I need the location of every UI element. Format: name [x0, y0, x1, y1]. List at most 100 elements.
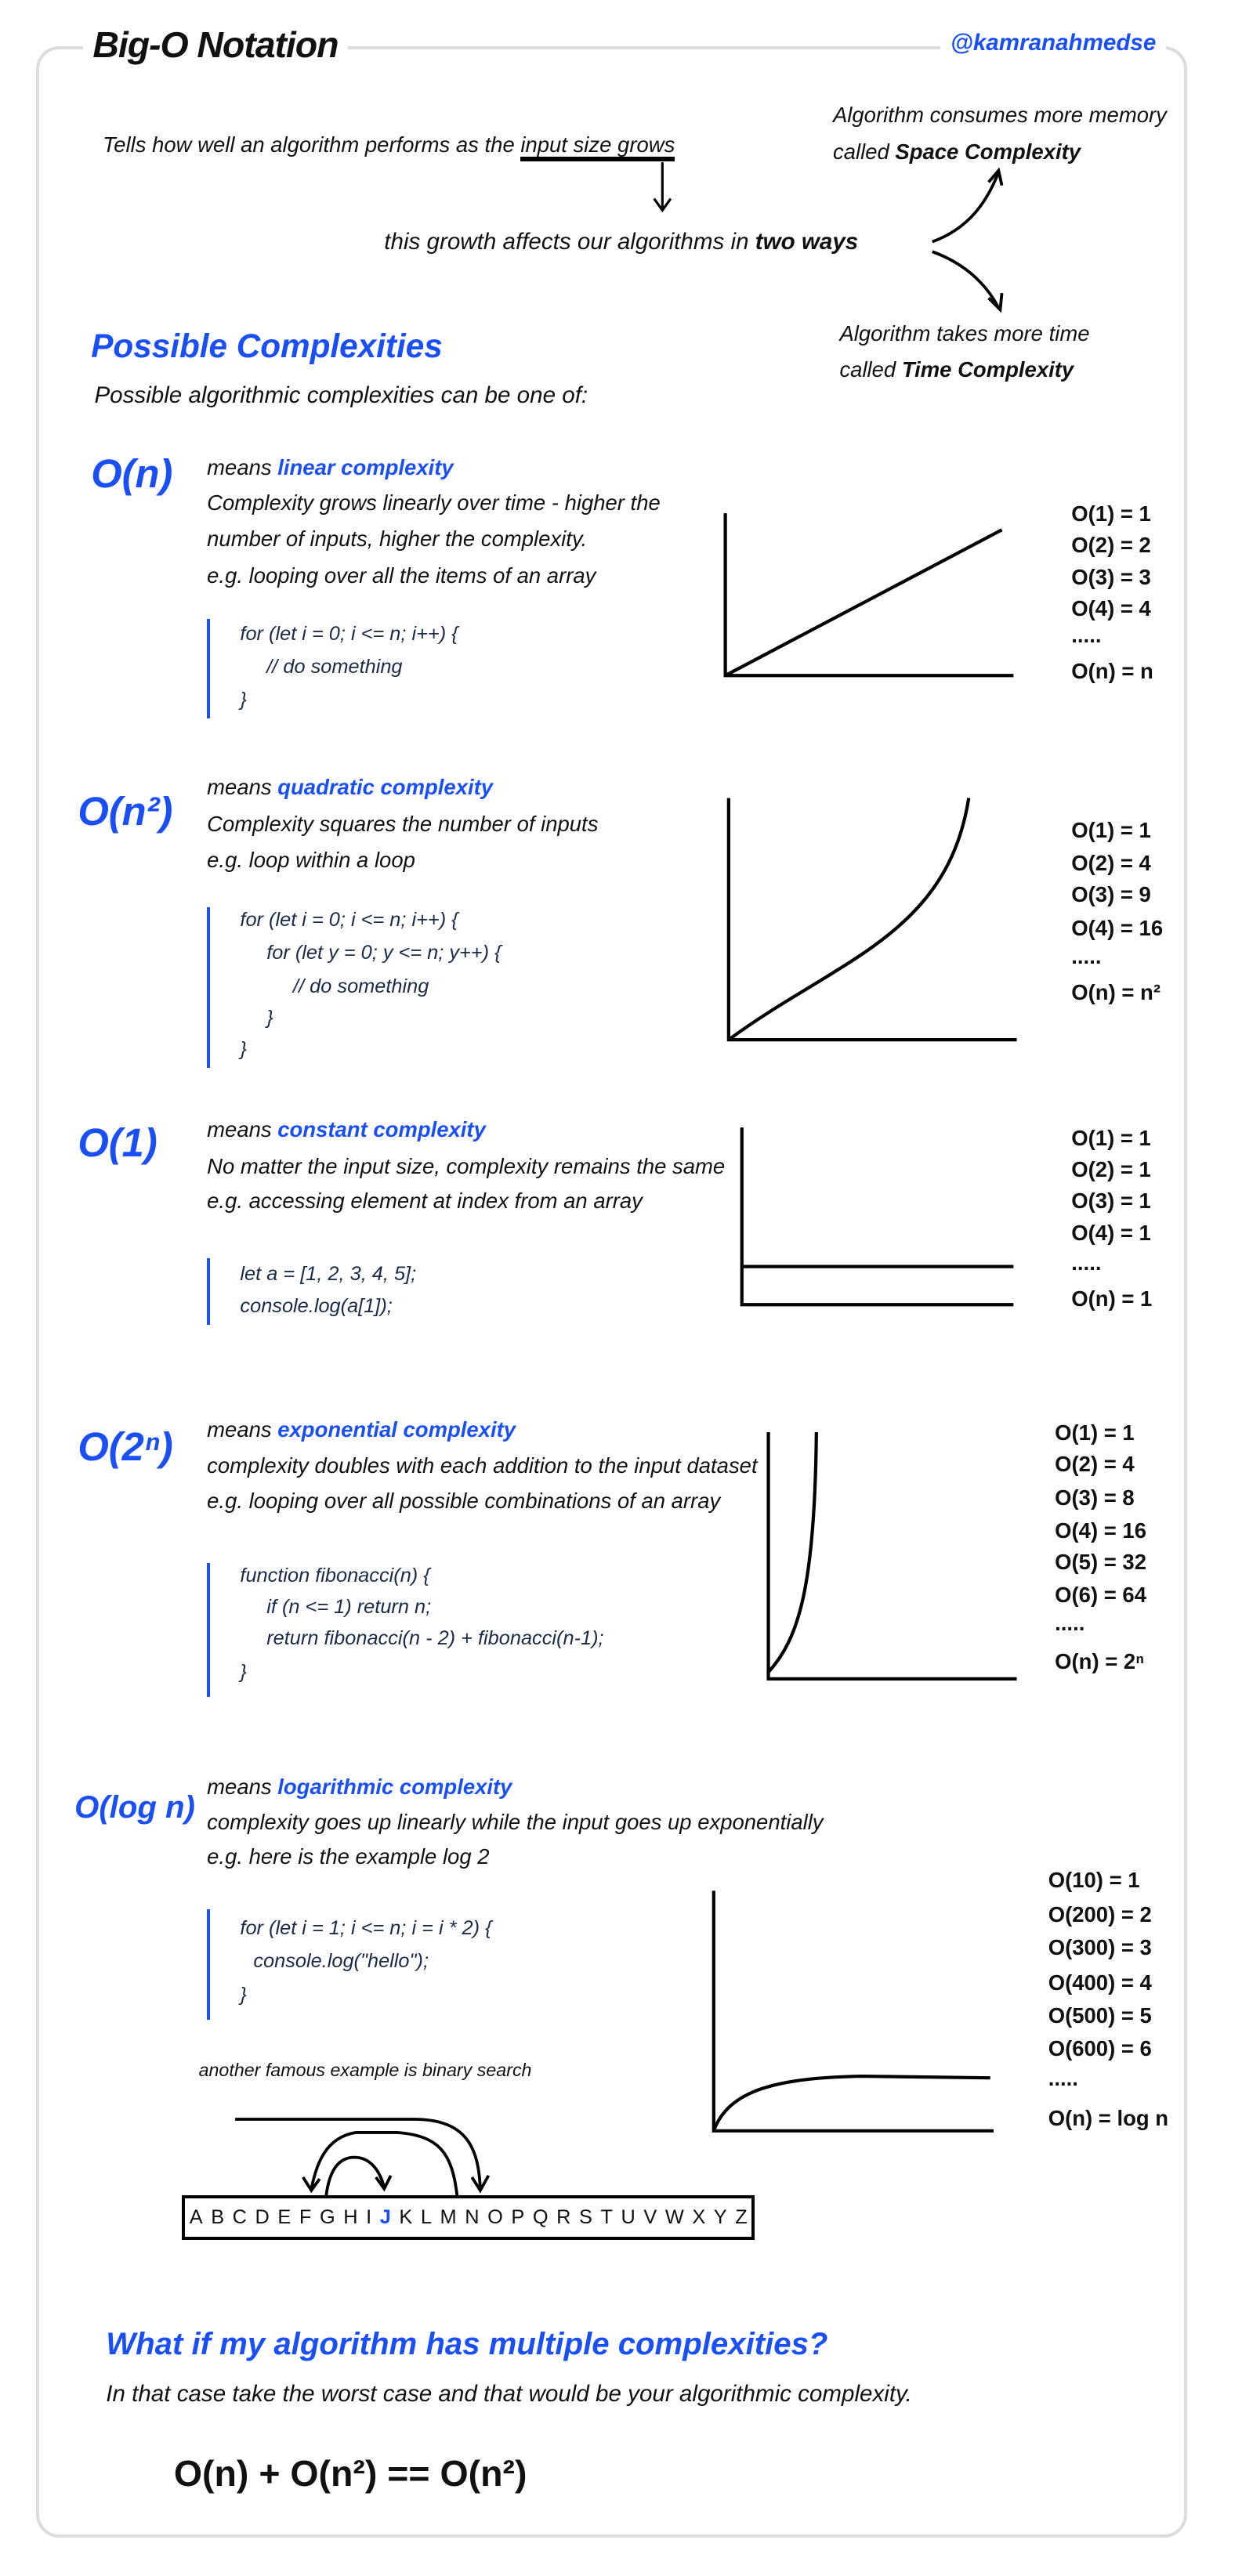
letter-cell: Y	[713, 2206, 727, 2229]
means-label: means	[207, 1775, 278, 1800]
means-label: means	[207, 455, 278, 480]
linear-graph-curve	[724, 528, 1003, 678]
complexity-table-row: O(2) = 4	[1071, 851, 1151, 876]
log-graph-curve	[712, 2074, 990, 2132]
letter-cell: T	[600, 2206, 613, 2229]
time-line2: called Time Complexity	[839, 357, 1074, 382]
letter-cell: G	[319, 2206, 335, 2229]
intro-text: Tells how well an algorithm performs as …	[103, 132, 521, 157]
multiple-text: In that case take the worst case and tha…	[106, 2380, 912, 2407]
code-line: console.log("hello");	[253, 1950, 429, 1973]
letter-cell: N	[465, 2206, 480, 2229]
complexity-table-row: O(4) = 16	[1071, 915, 1164, 940]
means-label: means	[207, 775, 278, 800]
code-line: // do something	[266, 655, 403, 678]
code-block-bar	[207, 1908, 211, 2021]
letter-cell: J	[379, 2206, 391, 2229]
complexity-description: complexity doubles with each addition to…	[207, 1453, 758, 1478]
letter-cell: O	[487, 2206, 503, 2229]
space-line2: called Space Complexity	[833, 139, 1081, 165]
complexity-table-row: .....	[1048, 2066, 1078, 2091]
letter-cell: H	[343, 2206, 358, 2229]
code-line: if (n <= 1) return n;	[266, 1596, 432, 1619]
space-bold: Space Complexity	[895, 139, 1081, 164]
code-block-bar	[207, 619, 211, 719]
letter-cell: M	[440, 2206, 457, 2229]
code-line: let a = [1, 2, 3, 4, 5];	[240, 1263, 417, 1286]
code-line: for (let i = 0; i <= n; i++) {	[240, 909, 458, 932]
complexity-table-row: O(4) = 1	[1071, 1220, 1151, 1245]
complexity-table-row: O(300) = 3	[1048, 1935, 1152, 1960]
complexity-description: complexity goes up linearly while the in…	[207, 1809, 824, 1834]
formula: O(n) + O(n²) == O(n²)	[173, 2452, 527, 2494]
growth-bold: two ways	[755, 228, 859, 255]
growth-text: this growth affects our algorithms in	[384, 228, 755, 255]
complexity-description: No matter the input size, complexity rem…	[207, 1153, 726, 1178]
complexity-notation: O(n)	[91, 450, 173, 496]
complexity-table-row: O(3) = 3	[1071, 564, 1151, 589]
complexity-description: Complexity squares the number of inputs	[207, 811, 599, 836]
constant-graph-axes	[740, 1127, 1014, 1307]
code-block-bar	[207, 907, 211, 1069]
page-title: Big-O Notation	[82, 23, 349, 66]
possible-subtitle: Possible algorithmic complexities can be…	[94, 382, 588, 409]
exponential-graph-curve	[766, 1431, 818, 1673]
letter-cell: I	[366, 2206, 372, 2229]
code-line: for (let i = 1; i <= n; i = i * 2) {	[240, 1917, 492, 1940]
search-start-line-arrow	[235, 2118, 491, 2194]
complexity-table-row: O(n) = n²	[1071, 980, 1161, 1005]
branch-down-arrow	[932, 250, 1004, 313]
complexity-table-row: O(n) = 2ⁿ	[1055, 1648, 1145, 1673]
card-frame	[36, 46, 1187, 2538]
complexity-table-row: .....	[1071, 1250, 1102, 1275]
complexity-table-row: O(3) = 9	[1071, 882, 1151, 907]
multiple-heading: What if my algorithm has multiple comple…	[106, 2326, 828, 2362]
code-line: console.log(a[1]);	[240, 1294, 393, 1317]
complexity-table-row: O(n) = n	[1071, 659, 1153, 684]
code-line: }	[240, 1038, 247, 1061]
letter-cell: B	[211, 2206, 225, 2229]
complexity-table-row: .....	[1071, 622, 1102, 647]
letter-cell: U	[621, 2206, 635, 2229]
complexity-table-row: O(n) = log n	[1048, 2106, 1169, 2131]
complexity-means-line: means exponential complexity	[207, 1417, 516, 1442]
complexity-table-row: O(5) = 32	[1055, 1550, 1146, 1575]
complexity-description: e.g. accessing element at index from an …	[207, 1189, 643, 1214]
complexity-table-row: O(1) = 1	[1055, 1420, 1135, 1445]
intro-underlined: input size grows	[520, 132, 675, 162]
letter-cell: P	[511, 2206, 525, 2229]
code-line: for (let y = 0; y <= n; y++) {	[266, 942, 502, 964]
exponential-graph-axes	[766, 1431, 1017, 1681]
letter-cell: K	[399, 2206, 413, 2229]
complexity-means-line: means constant complexity	[207, 1117, 486, 1142]
complexity-notation: O(n²)	[78, 788, 173, 834]
letter-cell: E	[277, 2206, 291, 2229]
complexity-table-row: O(3) = 8	[1055, 1485, 1135, 1510]
complexity-type: linear complexity	[277, 455, 454, 480]
means-label: means	[207, 1117, 278, 1142]
letter-cell: C	[232, 2206, 247, 2229]
author-handle[interactable]: @kamranahmedse	[940, 30, 1166, 57]
complexity-type: exponential complexity	[277, 1416, 516, 1442]
complexity-table-row: O(2) = 4	[1055, 1452, 1135, 1477]
letter-cell: Q	[532, 2206, 549, 2229]
code-line: for (let i = 0; i <= n; i++) {	[240, 622, 458, 645]
complexity-table-row: O(400) = 4	[1048, 1970, 1152, 1995]
letter-cell: L	[420, 2206, 432, 2229]
complexity-table-row: O(10) = 1	[1048, 1867, 1140, 1892]
complexity-table-row: O(2) = 2	[1071, 533, 1151, 558]
possible-heading: Possible Complexities	[91, 327, 443, 365]
letter-cell: W	[664, 2206, 684, 2229]
letter-cell: S	[578, 2206, 592, 2229]
letter-cell: A	[189, 2206, 203, 2229]
letter-cell: F	[299, 2206, 312, 2229]
complexity-description: e.g. here is the example log 2	[207, 1844, 490, 1869]
complexity-description: e.g. looping over all the items of an ar…	[207, 563, 596, 588]
complexity-means-line: means linear complexity	[207, 455, 454, 480]
means-label: means	[207, 1416, 278, 1442]
code-line: // do something	[293, 975, 429, 997]
complexity-means-line: means logarithmic complexity	[207, 1775, 512, 1800]
